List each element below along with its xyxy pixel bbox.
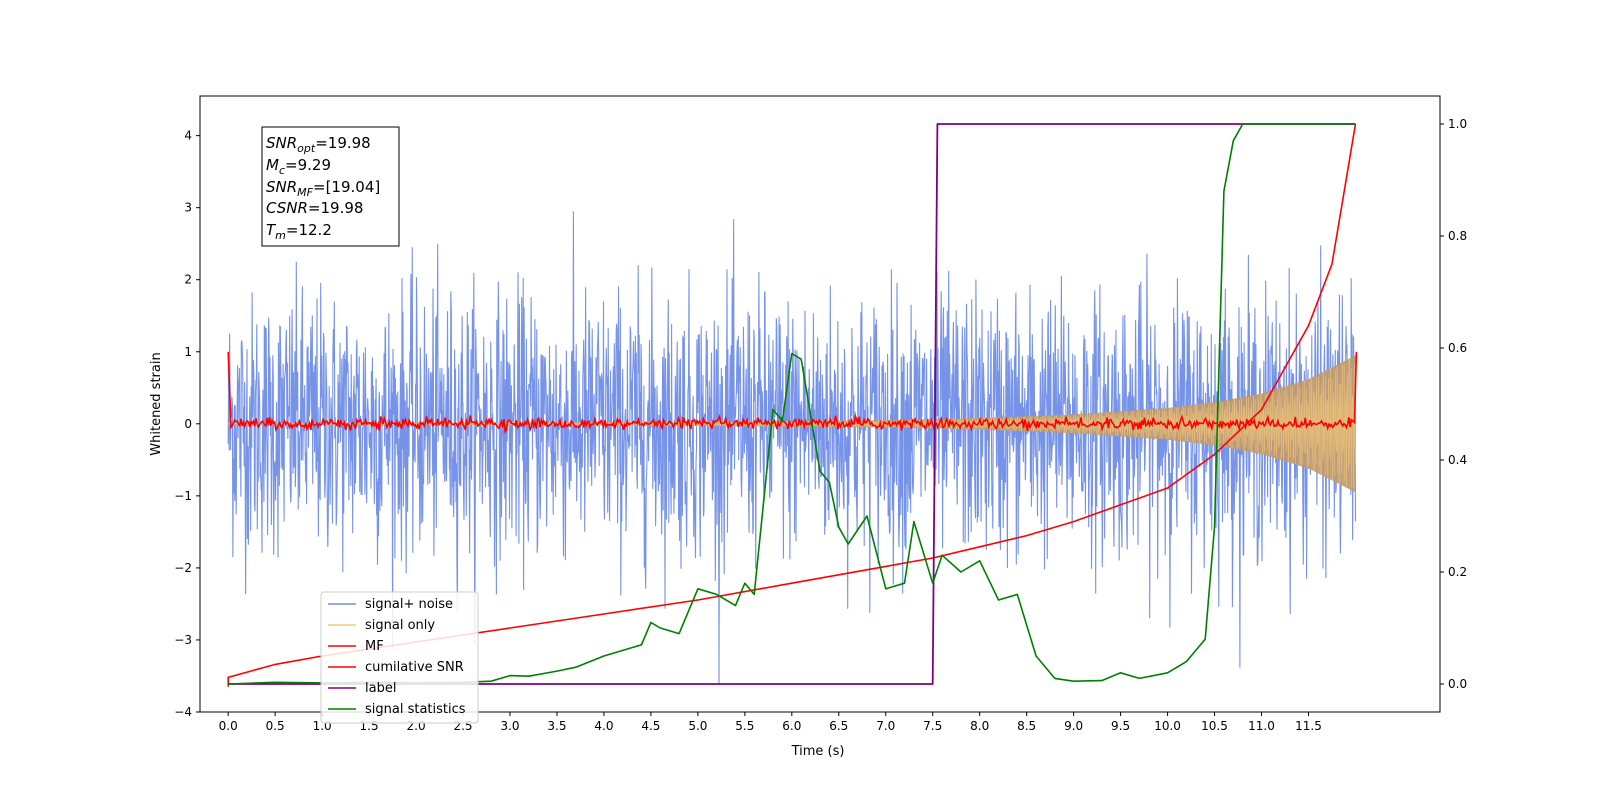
y-left-tick-label: 0 — [184, 417, 192, 431]
annotation-tm: Tm=12.2 — [266, 221, 332, 242]
x-tick-label: 11.5 — [1295, 719, 1322, 733]
x-tick-label: 10.0 — [1154, 719, 1181, 733]
annotation-mc: Mc=9.29 — [266, 156, 331, 177]
x-tick-label: 0.0 — [219, 719, 238, 733]
y-axis-label: Whitened strain — [149, 352, 164, 455]
y-right-tick-label: 1.0 — [1448, 117, 1467, 131]
y-axis-right-ticks: 1.0 0.8 0.6 0.4 0.2 0.0 — [1440, 117, 1467, 691]
x-tick-label: 9.0 — [1064, 719, 1083, 733]
x-tick-label: 7.0 — [876, 719, 895, 733]
x-tick-label: 11.0 — [1248, 719, 1275, 733]
annotation-box: SNRopt=19.98 Mc=9.29 SNRMF=[19.04] CSNR=… — [261, 126, 400, 247]
y-right-tick-label: 0.2 — [1448, 565, 1467, 579]
legend-label-signal-noise: signal+ noise — [365, 597, 453, 612]
y-left-tick-label: 1 — [184, 345, 192, 359]
annotation-snr-opt: SNRopt=19.98 — [266, 134, 371, 155]
y-right-tick-label: 0.6 — [1448, 341, 1467, 355]
x-tick-label: 5.5 — [735, 719, 754, 733]
annotation-csnr: CSNR=19.98 — [266, 199, 363, 217]
series-label — [228, 123, 1356, 685]
x-tick-label: 3.5 — [547, 719, 566, 733]
y-left-tick-label: −3 — [174, 633, 192, 647]
series-signal-statistics — [228, 123, 1356, 685]
x-tick-label: 8.5 — [1017, 719, 1036, 733]
y-right-tick-label: 0.0 — [1448, 677, 1467, 691]
x-tick-label: 9.5 — [1111, 719, 1130, 733]
legend-label-signal-only: signal only — [365, 618, 435, 633]
x-tick-label: 7.5 — [923, 719, 942, 733]
legend-label-mf: MF — [365, 639, 384, 654]
x-tick-label: 10.5 — [1201, 719, 1228, 733]
legend-label-label: label — [365, 681, 396, 696]
legend-label-signal-statistics: signal statistics — [365, 702, 466, 717]
x-axis-label: Time (s) — [791, 744, 845, 759]
y-left-tick-label: −2 — [174, 561, 192, 575]
x-tick-label: 4.0 — [594, 719, 613, 733]
legend-frame — [320, 591, 479, 724]
annotation-frame — [261, 126, 400, 247]
annotation-snr-mf: SNRMF=[19.04] — [266, 178, 380, 199]
y-left-tick-label: 4 — [184, 129, 192, 143]
legend-label-cumulative-snr: cumilative SNR — [365, 660, 464, 675]
series-mf — [227, 351, 1358, 434]
x-tick-label: 6.0 — [782, 719, 801, 733]
legend: signal+ noise signal only MF cumilative … — [320, 591, 479, 724]
y-left-tick-label: −4 — [174, 705, 192, 719]
y-right-tick-label: 0.4 — [1448, 453, 1467, 467]
y-left-tick-label: −1 — [174, 489, 192, 503]
y-right-tick-label: 0.8 — [1448, 229, 1467, 243]
x-tick-label: 5.0 — [688, 719, 707, 733]
x-tick-label: 4.5 — [641, 719, 660, 733]
y-axis-left-ticks: 4 3 2 1 0 −1 −2 −3 −4 — [174, 129, 200, 719]
x-tick-label: 3.0 — [500, 719, 519, 733]
x-tick-label: 8.0 — [970, 719, 989, 733]
x-tick-label: 6.5 — [829, 719, 848, 733]
x-tick-label: 0.5 — [266, 719, 285, 733]
y-left-tick-label: 3 — [184, 201, 192, 215]
axes-frame — [199, 95, 1441, 713]
y-left-tick-label: 2 — [184, 273, 192, 287]
